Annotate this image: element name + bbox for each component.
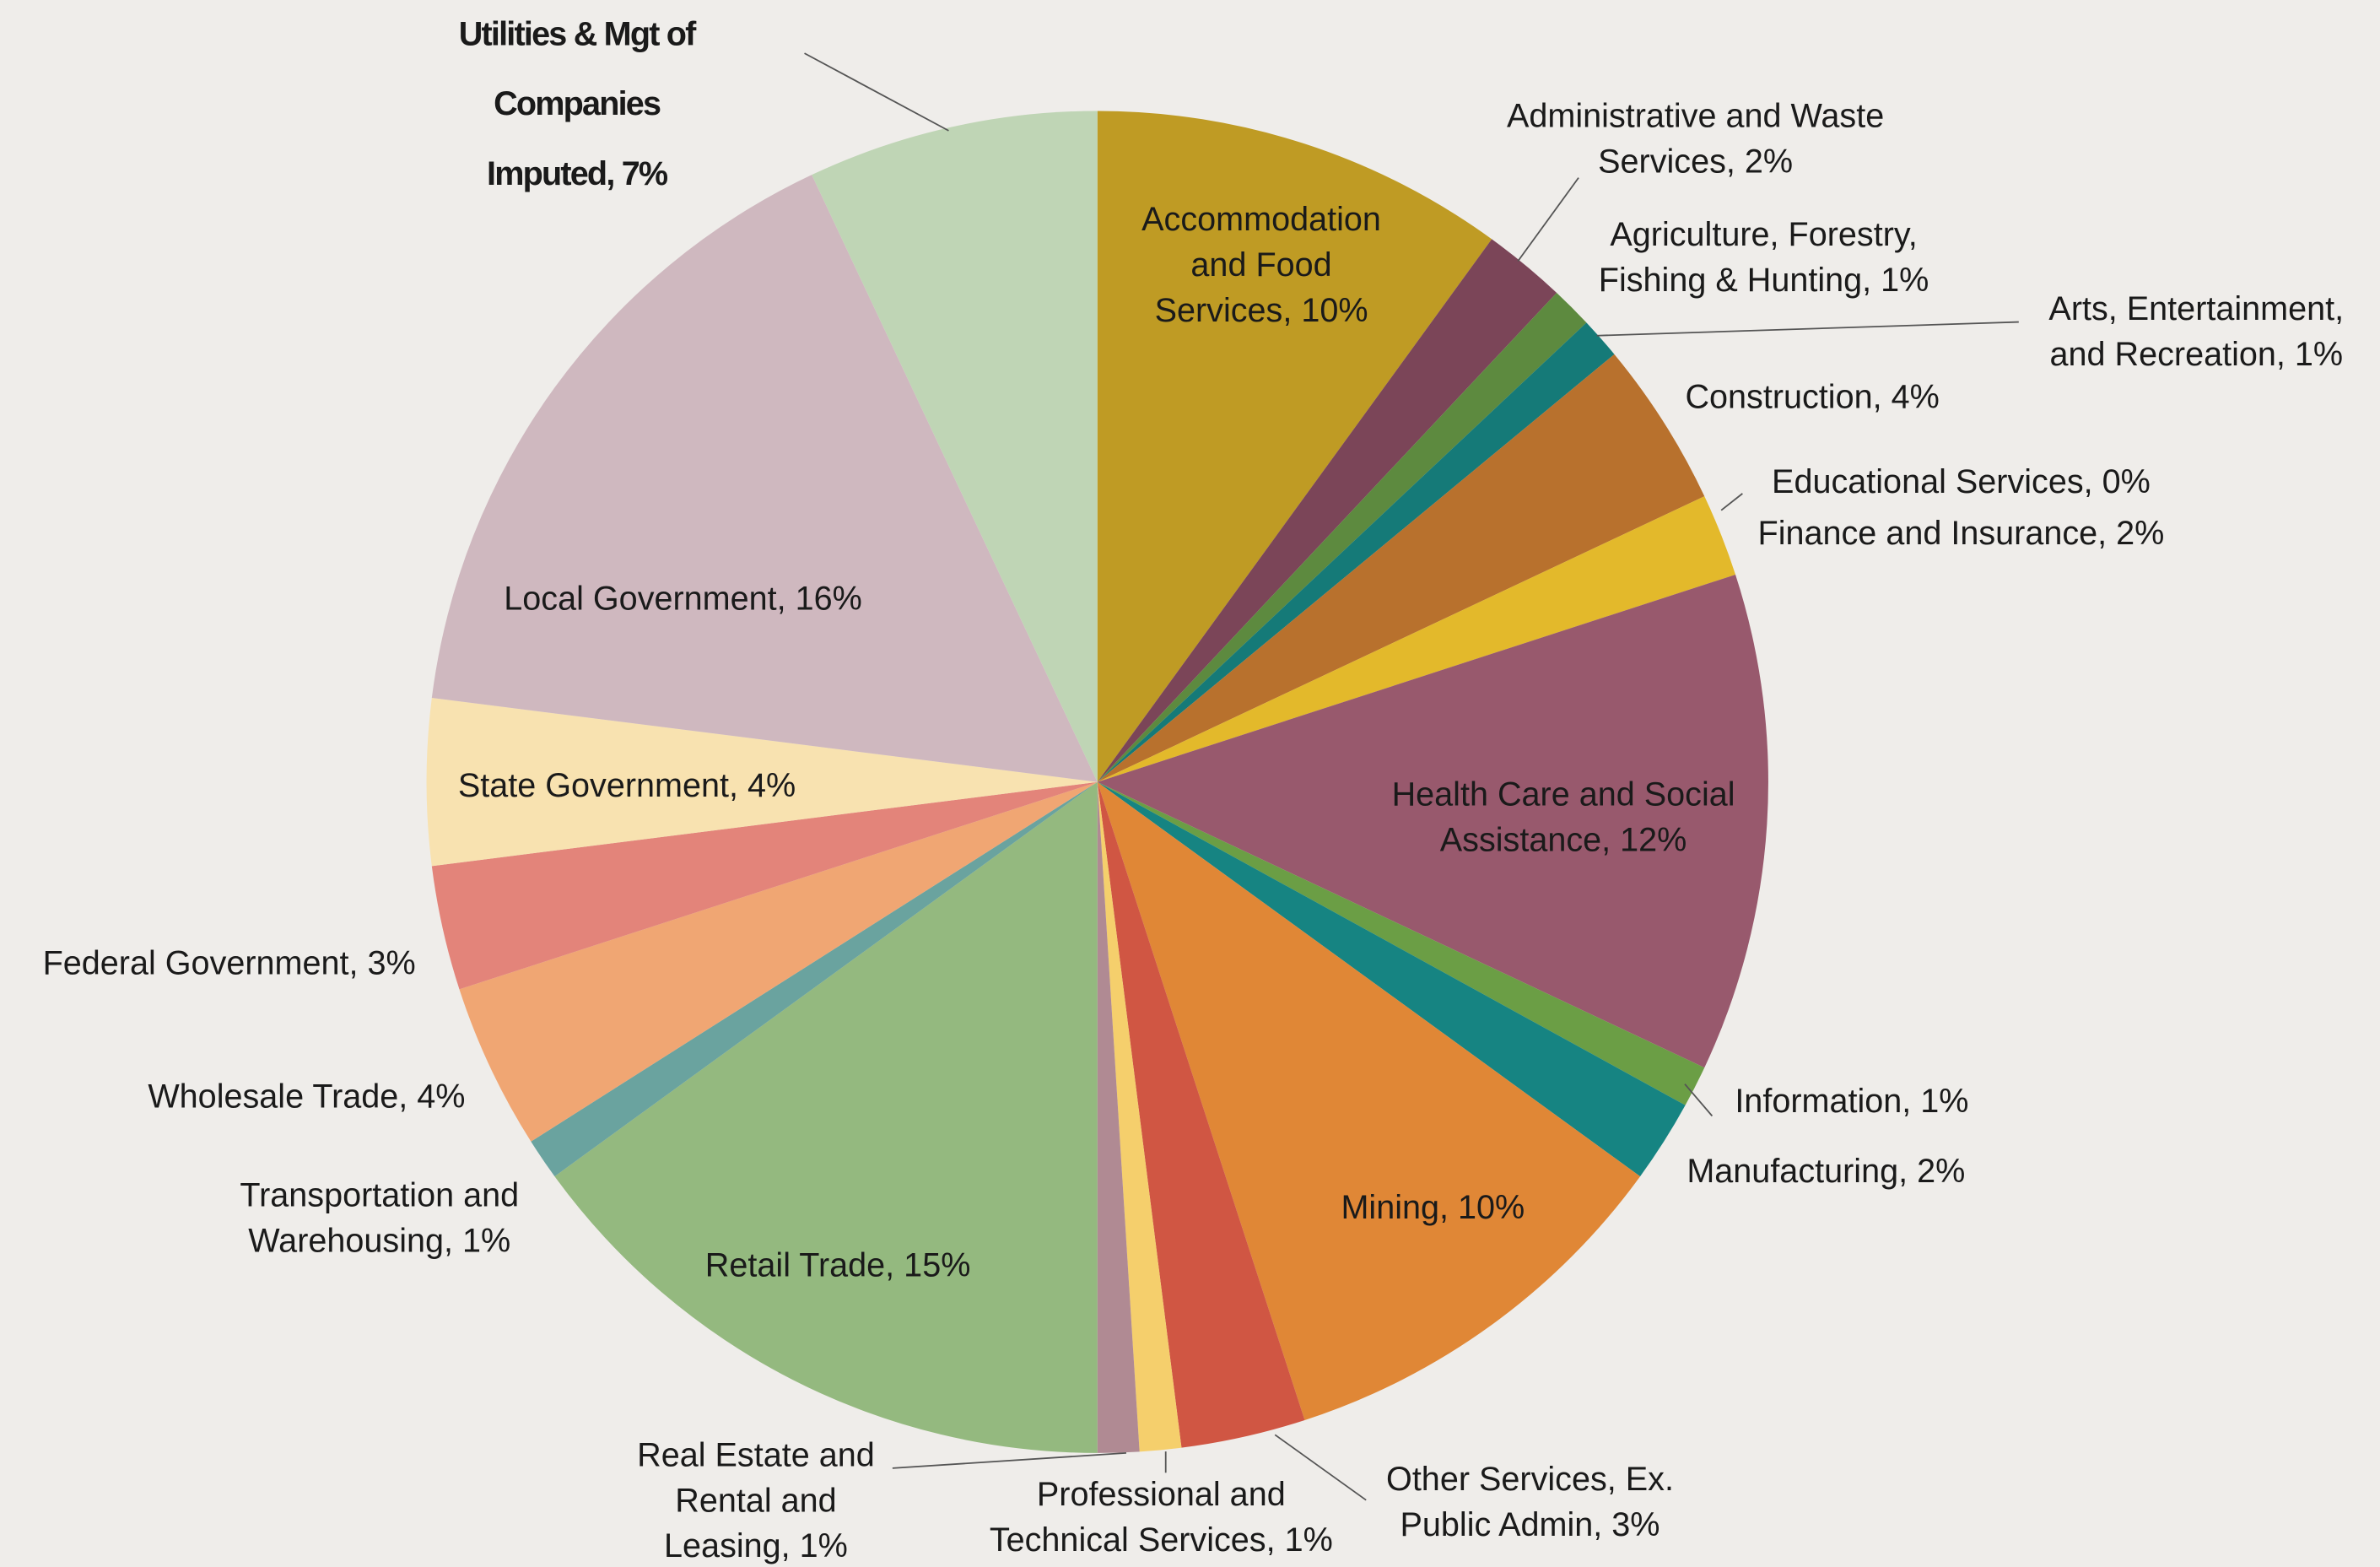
pie-slice: [1097, 496, 1736, 782]
leader-line: [1274, 1434, 1367, 1501]
leader-line: [892, 1452, 1126, 1469]
slice-label: Construction, 4%: [1685, 379, 1939, 416]
pie-slice: [1097, 781, 1705, 1105]
leader-line: [1720, 493, 1743, 511]
pie-slice: [1097, 781, 1686, 1177]
pie-slice: [1097, 239, 1557, 782]
slice-label: Finance and Insurance, 2%: [1758, 516, 2165, 553]
slice-label: Manufacturing, 2%: [1687, 1153, 1965, 1190]
pie-slice: [431, 175, 1098, 782]
slice-label: Professional and Technical Services, 1%: [990, 1477, 1333, 1559]
slice-label: Agriculture, Forestry, Fishing & Hunting,…: [1599, 216, 1929, 299]
slice-label: Retail Trade, 15%: [705, 1247, 971, 1284]
slice-label: Information, 1%: [1735, 1083, 1968, 1121]
pie-slice: [1097, 574, 1768, 1068]
pie-slice: [812, 111, 1098, 782]
pie-slice: [1097, 354, 1705, 782]
pie-slice: [554, 781, 1098, 1453]
pie-slice: [426, 698, 1098, 867]
pie-slice: [1097, 781, 1140, 1453]
slice-label: Health Care and Social Assistance, 12%: [1392, 776, 1735, 859]
slice-label: State Government, 4%: [458, 767, 796, 804]
slice-label: Real Estate and Rental and Leasing, 1%: [637, 1437, 875, 1565]
slice-label: Other Services, Ex. Public Admin, 3%: [1386, 1462, 1674, 1544]
slice-label: Federal Government, 3%: [43, 945, 416, 982]
slice-label: Utilities & Mgt of Companies Imputed, 7%: [459, 16, 697, 193]
pie-slice: [1097, 111, 1492, 782]
slice-label: Transportation and Warehousing, 1%: [240, 1177, 519, 1260]
leader-line: [1517, 177, 1579, 262]
pie-slice: [1097, 322, 1615, 782]
slice-label: Accommodation and Food Services, 10%: [1141, 201, 1381, 329]
leader-line: [1596, 321, 2019, 337]
pie-slice: [431, 781, 1098, 990]
pie-slice: [531, 781, 1098, 1177]
slice-label: Administrative and Waste Services, 2%: [1507, 98, 1884, 181]
slice-label: Arts, Entertainment, and Recreation, 1%: [2048, 290, 2344, 373]
slice-label: Educational Services, 0%: [1772, 464, 2151, 501]
slice-label: Wholesale Trade, 4%: [148, 1078, 465, 1116]
pie-slice: [1097, 781, 1182, 1452]
leader-line: [804, 52, 949, 132]
slice-label: Local Government, 16%: [504, 581, 862, 618]
pie-slice: [459, 781, 1098, 1142]
pie-slice: [1097, 781, 1305, 1448]
leader-line: [1684, 1083, 1713, 1117]
pie-slice: [1097, 293, 1587, 782]
slice-label: Mining, 10%: [1341, 1190, 1525, 1227]
pie-slice: [1097, 781, 1641, 1420]
